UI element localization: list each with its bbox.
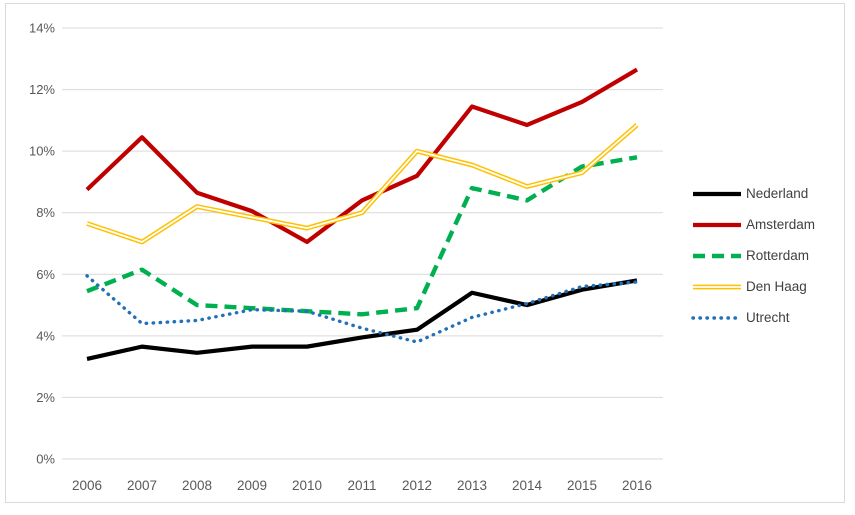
y-axis-tick-label: 8% — [36, 205, 55, 220]
x-axis-tick-label: 2013 — [457, 478, 487, 493]
legend-item-utrecht[interactable]: Utrecht — [691, 302, 815, 333]
x-axis-tick-label: 2007 — [127, 478, 157, 493]
legend-item-den-haag[interactable]: Den Haag — [691, 271, 815, 302]
legend-label-den-haag: Den Haag — [746, 279, 807, 294]
legend-item-nederland[interactable]: Nederland — [691, 178, 815, 209]
legend-item-amsterdam[interactable]: Amsterdam — [691, 209, 815, 240]
y-axis-tick-label: 2% — [36, 390, 55, 405]
x-axis-tick-label: 2016 — [622, 478, 652, 493]
legend-label-amsterdam: Amsterdam — [746, 217, 816, 232]
legend-item-rotterdam[interactable]: Rotterdam — [691, 240, 815, 271]
x-axis-tick-label: 2008 — [182, 478, 212, 493]
y-axis-tick-label: 6% — [36, 267, 55, 282]
legend-line-sample-rotterdam — [693, 253, 741, 258]
y-axis-tick-label: 4% — [36, 328, 55, 343]
x-axis-tick-label: 2006 — [72, 478, 102, 493]
y-axis-tick-label: 0% — [36, 452, 55, 467]
legend-label-nederland: Nederland — [746, 186, 809, 201]
chart-border — [5, 3, 845, 503]
legend-line-sample-utrecht — [691, 315, 743, 320]
series-line-amsterdam — [85, 67, 639, 245]
chart-legend: Nederland Amsterdam Rotterdam Den Haag U… — [691, 178, 815, 333]
series-line-utrecht — [85, 274, 639, 344]
y-axis-tick-label: 14% — [29, 21, 55, 36]
y-axis-tick-label: 12% — [29, 82, 55, 97]
legend-label-rotterdam: Rotterdam — [746, 248, 810, 263]
series-line-rotterdam — [86, 155, 638, 317]
legend-label-utrecht: Utrecht — [746, 310, 790, 325]
x-axis-tick-label: 2014 — [512, 478, 543, 493]
legend-line-sample-amsterdam — [693, 222, 741, 227]
x-axis-tick-label: 2010 — [292, 478, 322, 493]
x-axis-tick-label: 2012 — [402, 478, 432, 493]
x-axis-tick-label: 2015 — [567, 478, 597, 493]
legend-line-sample-nederland — [693, 191, 741, 196]
series-line-den-haag — [86, 124, 638, 243]
legend-line-sample-den-haag — [693, 284, 741, 289]
series-line-nederland — [86, 278, 638, 361]
y-axis-tick-label: 10% — [29, 144, 55, 159]
x-axis-tick-label: 2009 — [237, 478, 267, 493]
x-axis-tick-label: 2011 — [347, 478, 376, 493]
